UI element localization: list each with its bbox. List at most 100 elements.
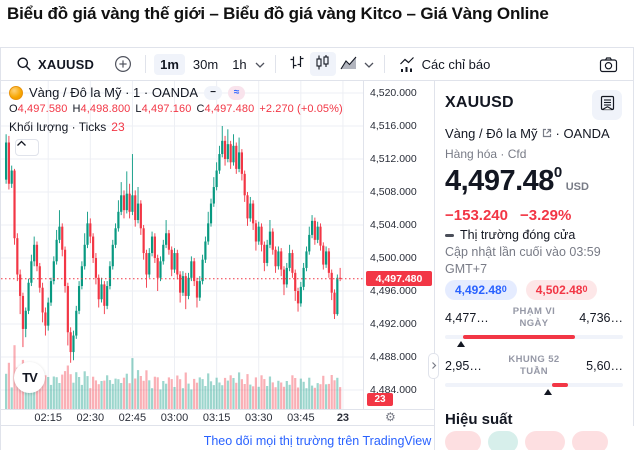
week52-range-fill [551, 383, 568, 387]
day-range-low: 4,477… [445, 311, 489, 325]
price-axis-label: 4,508.000 [370, 186, 417, 198]
last-update-line1: Cập nhật lần cuối vào 03:59 [445, 245, 601, 259]
chart-toolbar: XAUUSD 1m 30m 1h [1, 48, 633, 81]
legend-hide-button[interactable]: − [204, 86, 222, 101]
plus-circle-icon [114, 55, 132, 73]
toolbar-divider [383, 55, 385, 73]
interval-menu-chevron-icon[interactable] [253, 55, 267, 74]
volume-badge: 23 [367, 393, 393, 406]
bid-pill: 4,492.48 0 [445, 280, 517, 300]
legend-wave-button[interactable]: ≈ [227, 86, 246, 101]
market-closed-icon [445, 233, 454, 237]
bars-chart-icon [288, 54, 305, 74]
screenshot-button[interactable] [594, 53, 623, 76]
legend-symbol-title: Vàng / Đô la Mỹ · 1 · OANDA [29, 85, 199, 100]
panel-symbol: XAUUSD [445, 94, 514, 111]
area-style-button[interactable] [336, 52, 362, 76]
compare-add-button[interactable] [109, 52, 137, 76]
page-title: Biểu đồ giá vàng thế giới – Biểu đồ giá … [7, 4, 549, 23]
candles-style-button[interactable] [309, 52, 336, 76]
ohlc-value: 4,497.160 [141, 103, 192, 116]
camera-icon [599, 56, 618, 73]
tradingview-link[interactable]: Theo dõi mọi thị trường trên TradingView [203, 434, 432, 448]
market-status-row: Thị trường đóng cửa [445, 228, 623, 242]
chevron-right-icon [431, 357, 437, 375]
ohlc-key: L [135, 103, 142, 116]
time-axis-label: 02:45 [118, 412, 147, 424]
price-axis[interactable]: 4,520.000 4,516.000 4,512.000 4,508.000 4,50… [363, 81, 434, 409]
news-button[interactable] [592, 90, 622, 120]
performance-chip[interactable] [488, 431, 518, 450]
area-chart-icon [340, 55, 358, 74]
week52-label: KHUNG 52 TUẦN [508, 354, 560, 377]
day-range-label: PHẠM VI NGÀY [512, 306, 556, 329]
panel-change-row: −153.240 −3.29% [445, 207, 623, 224]
panel-collapse-handle[interactable] [428, 353, 439, 379]
interval-button-30m[interactable]: 30m [192, 56, 219, 72]
symbol-info-panel: XAUUSD Vàng / Đô la Mỹ · OANDA Hàng hóa … [434, 81, 633, 450]
time-axis-label: 03:30 [244, 412, 273, 424]
indicators-button[interactable]: Các chỉ báo [393, 53, 496, 76]
panel-symbol-name-row: Vàng / Đô la Mỹ · OANDA [445, 126, 623, 141]
price-axis-label: 4,516.000 [370, 120, 417, 132]
interval-button-1m[interactable]: 1m [154, 53, 185, 75]
volume-value: 23 [111, 120, 125, 134]
indicators-icon [398, 56, 416, 73]
volume-label: Khối lượng · Ticks [9, 120, 107, 134]
candlestick-chart[interactable] [1, 81, 363, 409]
ohlc-key: H [72, 103, 81, 116]
ask-pill: 4,502.48 0 [525, 280, 598, 300]
ohlc-key: O [9, 103, 18, 116]
week52-range-row: 2,95… KHUNG 52 TUẦN 5,60… [445, 353, 623, 379]
week52-high: 5,60… [586, 359, 623, 373]
ohlc-key: C [196, 103, 205, 116]
legend-collapse-button[interactable] [15, 139, 39, 156]
ohlc-value: 4,498.800 [80, 103, 131, 116]
price-axis-label: 4,496.000 [370, 285, 417, 297]
legend-volume-row: Khối lượng · Ticks 23 [9, 120, 343, 135]
search-icon [16, 56, 32, 72]
legend-ohlc-row: O4,497.580 H4,498.800 L4,497.160 C4,497.480… [9, 103, 343, 117]
candlestick-chart-icon [314, 54, 331, 74]
chart-pane[interactable]: Vàng / Đô la Mỹ · 1 · OANDA − ≈ O4,497.5… [1, 81, 363, 409]
external-link-icon[interactable] [542, 126, 552, 141]
symbol-search-button[interactable]: XAUUSD [11, 53, 99, 75]
time-axis-label: 03:45 [287, 412, 315, 424]
price-axis-label: 4,488.000 [370, 351, 417, 363]
day-range-row: 4,477… PHẠM VI NGÀY 4,736… [445, 305, 623, 331]
tradingview-widget: XAUUSD 1m 30m 1h [0, 47, 634, 450]
performance-chip[interactable] [525, 431, 565, 450]
price-axis-label: 4,512.000 [370, 153, 417, 165]
performance-chips-row [445, 431, 623, 450]
indicators-label: Các chỉ báo [421, 56, 491, 72]
bid-ask-row: 4,492.48 0 4,502.48 0 [445, 280, 623, 300]
bars-style-button[interactable] [284, 52, 310, 76]
panel-currency: USD [565, 181, 589, 193]
interval-group: 1m 30m 1h [154, 53, 253, 75]
panel-change-pct: −3.29% [519, 207, 572, 224]
style-menu-chevron-icon[interactable] [362, 55, 376, 74]
toolbar-divider [145, 55, 147, 73]
panel-type-line: Hàng hóa · Cfd [445, 147, 527, 161]
panel-price-sup: 0 [553, 164, 562, 182]
chart-legend: Vàng / Đô la Mỹ · 1 · OANDA − ≈ O4,497.5… [9, 85, 343, 135]
tradingview-logo[interactable]: TV [14, 362, 45, 393]
panel-exchange: · OANDA [555, 126, 610, 141]
day-range-track [445, 335, 623, 347]
ohlc-value: 4,497.580 [17, 103, 68, 116]
price-axis-label: 4,492.000 [370, 318, 417, 330]
symbol-label: XAUUSD [38, 56, 95, 72]
interval-button-1h[interactable]: 1h [232, 56, 247, 72]
time-axis-label: 23 [336, 412, 350, 424]
price-axis-label: 4,504.000 [370, 219, 417, 231]
performance-chip[interactable] [572, 431, 608, 450]
performance-chip[interactable] [445, 431, 481, 450]
time-axis-label: 02:30 [76, 412, 105, 424]
week52-range-track [445, 383, 623, 395]
axis-settings-gear-icon[interactable]: ⚙ [385, 410, 396, 424]
time-axis[interactable]: 02:15 02:30 02:45 03:00 03:15 03:30 03:45 23 ⚙ [1, 409, 434, 425]
day-range-fill [462, 335, 575, 339]
panel-price: 4,497.48 [445, 165, 554, 197]
news-document-icon [599, 95, 616, 115]
